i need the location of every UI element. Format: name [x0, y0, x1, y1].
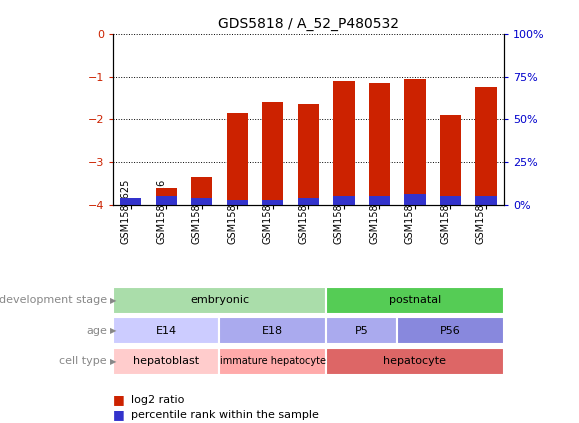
Bar	[440, 115, 461, 205]
Bar	[219, 348, 326, 375]
Title: GDS5818 / A_52_P480532: GDS5818 / A_52_P480532	[218, 17, 399, 31]
Bar	[156, 196, 177, 205]
Text: log2 ratio: log2 ratio	[131, 395, 185, 405]
Bar	[475, 196, 497, 205]
Text: E18: E18	[262, 326, 283, 336]
Text: hepatoblast: hepatoblast	[133, 356, 199, 366]
Bar	[326, 317, 397, 344]
Bar	[326, 348, 504, 375]
Bar	[262, 200, 284, 205]
Bar	[113, 317, 219, 344]
Bar	[113, 287, 326, 314]
Bar	[397, 317, 504, 344]
Text: ▶: ▶	[110, 296, 116, 305]
Bar	[333, 196, 354, 205]
Text: cell type: cell type	[60, 356, 107, 366]
Bar	[113, 348, 219, 375]
Text: postnatal: postnatal	[389, 295, 441, 305]
Text: development stage: development stage	[0, 295, 107, 305]
Bar	[404, 195, 426, 205]
Bar	[404, 79, 426, 205]
Text: ■: ■	[113, 393, 124, 406]
Text: age: age	[86, 326, 107, 336]
Bar	[120, 198, 141, 205]
Bar	[369, 83, 390, 205]
Bar	[333, 81, 354, 205]
Text: ▶: ▶	[110, 326, 116, 335]
Bar	[298, 198, 319, 205]
Bar	[440, 196, 461, 205]
Bar	[475, 87, 497, 205]
Text: ▶: ▶	[110, 357, 116, 366]
Bar	[298, 104, 319, 205]
Bar	[369, 196, 390, 205]
Bar	[226, 113, 248, 205]
Bar	[219, 317, 326, 344]
Bar	[326, 287, 504, 314]
Bar	[191, 177, 212, 205]
Text: P5: P5	[355, 326, 368, 336]
Text: hepatocyte: hepatocyte	[383, 356, 446, 366]
Bar	[120, 198, 141, 205]
Text: percentile rank within the sample: percentile rank within the sample	[131, 409, 319, 420]
Bar	[191, 198, 212, 205]
Text: immature hepatocyte: immature hepatocyte	[220, 356, 326, 366]
Text: ■: ■	[113, 408, 124, 421]
Bar	[156, 188, 177, 205]
Bar	[226, 200, 248, 205]
Text: embryonic: embryonic	[190, 295, 249, 305]
Text: P56: P56	[440, 326, 461, 336]
Text: E14: E14	[156, 326, 177, 336]
Bar	[262, 102, 284, 205]
